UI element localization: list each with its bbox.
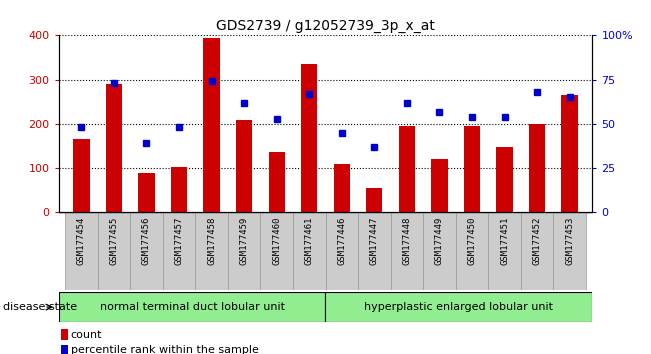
Text: GSM177453: GSM177453 — [565, 216, 574, 265]
Bar — [464, 126, 480, 212]
Text: hyperplastic enlarged lobular unit: hyperplastic enlarged lobular unit — [365, 302, 553, 312]
Bar — [529, 124, 545, 212]
Bar — [228, 212, 260, 290]
Bar — [163, 212, 195, 290]
Title: GDS2739 / g12052739_3p_x_at: GDS2739 / g12052739_3p_x_at — [216, 19, 435, 33]
Text: GSM177456: GSM177456 — [142, 216, 151, 265]
Text: GSM177451: GSM177451 — [500, 216, 509, 265]
Bar — [236, 120, 252, 212]
Bar — [496, 147, 513, 212]
Text: GSM177452: GSM177452 — [533, 216, 542, 265]
Bar — [456, 212, 488, 290]
Text: normal terminal duct lobular unit: normal terminal duct lobular unit — [100, 302, 284, 312]
Bar — [391, 212, 423, 290]
Text: percentile rank within the sample: percentile rank within the sample — [70, 346, 258, 354]
Bar — [326, 212, 358, 290]
Text: GSM177448: GSM177448 — [402, 216, 411, 265]
Bar — [73, 139, 89, 212]
Bar — [521, 212, 553, 290]
Bar — [561, 95, 577, 212]
Bar — [301, 64, 317, 212]
Bar — [269, 152, 285, 212]
Bar — [366, 188, 382, 212]
Bar — [130, 212, 163, 290]
Bar — [260, 212, 293, 290]
Bar — [293, 212, 326, 290]
Bar — [326, 292, 592, 322]
Text: GSM177447: GSM177447 — [370, 216, 379, 265]
Text: GSM177459: GSM177459 — [240, 216, 249, 265]
Bar — [488, 212, 521, 290]
Bar — [203, 38, 220, 212]
Bar — [65, 212, 98, 290]
Text: GSM177461: GSM177461 — [305, 216, 314, 265]
Bar — [59, 292, 326, 322]
Text: count: count — [70, 330, 102, 339]
Bar — [138, 172, 154, 212]
Bar — [61, 329, 68, 340]
Text: GSM177460: GSM177460 — [272, 216, 281, 265]
Bar — [171, 167, 187, 212]
Bar — [195, 212, 228, 290]
Bar — [61, 345, 68, 354]
Bar — [423, 212, 456, 290]
Bar — [105, 84, 122, 212]
Text: disease state: disease state — [3, 302, 77, 312]
Text: GSM177446: GSM177446 — [337, 216, 346, 265]
Text: GSM177455: GSM177455 — [109, 216, 118, 265]
Text: GSM177457: GSM177457 — [174, 216, 184, 265]
Text: GSM177449: GSM177449 — [435, 216, 444, 265]
Bar — [398, 126, 415, 212]
Text: GSM177458: GSM177458 — [207, 216, 216, 265]
Text: GSM177450: GSM177450 — [467, 216, 477, 265]
Bar — [358, 212, 391, 290]
Bar — [431, 159, 447, 212]
Bar — [98, 212, 130, 290]
Text: GSM177454: GSM177454 — [77, 216, 86, 265]
Bar — [333, 164, 350, 212]
Bar — [553, 212, 586, 290]
